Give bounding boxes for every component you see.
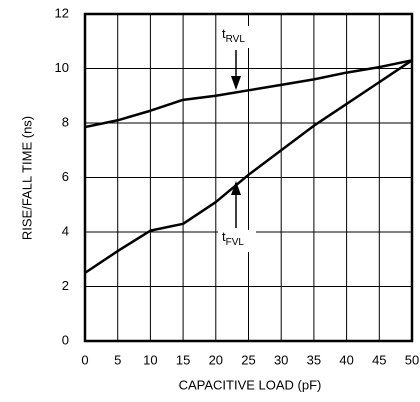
y-tick-label: 10 <box>55 60 69 75</box>
line-series <box>84 59 413 129</box>
y-tick-label: 2 <box>62 278 69 293</box>
label-bg <box>218 26 256 48</box>
arrow-head <box>231 181 241 195</box>
x-tick-label: 40 <box>339 352 353 367</box>
x-tick-label: 30 <box>274 352 288 367</box>
x-axis-label: CAPACITIVE LOAD (pF) <box>179 377 322 392</box>
annotation-rvl: tRVL <box>218 26 256 90</box>
y-tick-label: 8 <box>62 114 69 129</box>
x-tick-label: 50 <box>405 352 419 367</box>
x-tick-label: 0 <box>81 352 88 367</box>
plot-frame <box>83 12 414 343</box>
x-tick-label: 20 <box>209 352 223 367</box>
x-tick-label: 15 <box>176 352 190 367</box>
x-tick-label: 25 <box>241 352 255 367</box>
arrow-head <box>231 76 241 90</box>
x-tick-label: 35 <box>307 352 321 367</box>
label-bg <box>218 230 256 252</box>
y-tick-label: 0 <box>62 332 69 347</box>
y-tick-label: 4 <box>62 223 69 238</box>
annotation-fvl: tFVL <box>218 181 256 252</box>
x-tick-label: 45 <box>372 352 386 367</box>
y-tick-label: 12 <box>55 5 69 20</box>
x-tick-label: 5 <box>114 352 121 367</box>
y-tick-label: 6 <box>62 169 69 184</box>
annotation-label: tRVL <box>222 26 245 44</box>
annotation-label: tFVL <box>222 229 244 247</box>
x-tick-label: 10 <box>143 352 157 367</box>
line-series <box>84 59 413 274</box>
y-axis-label: RISE/FALL TIME (ns) <box>19 116 34 240</box>
